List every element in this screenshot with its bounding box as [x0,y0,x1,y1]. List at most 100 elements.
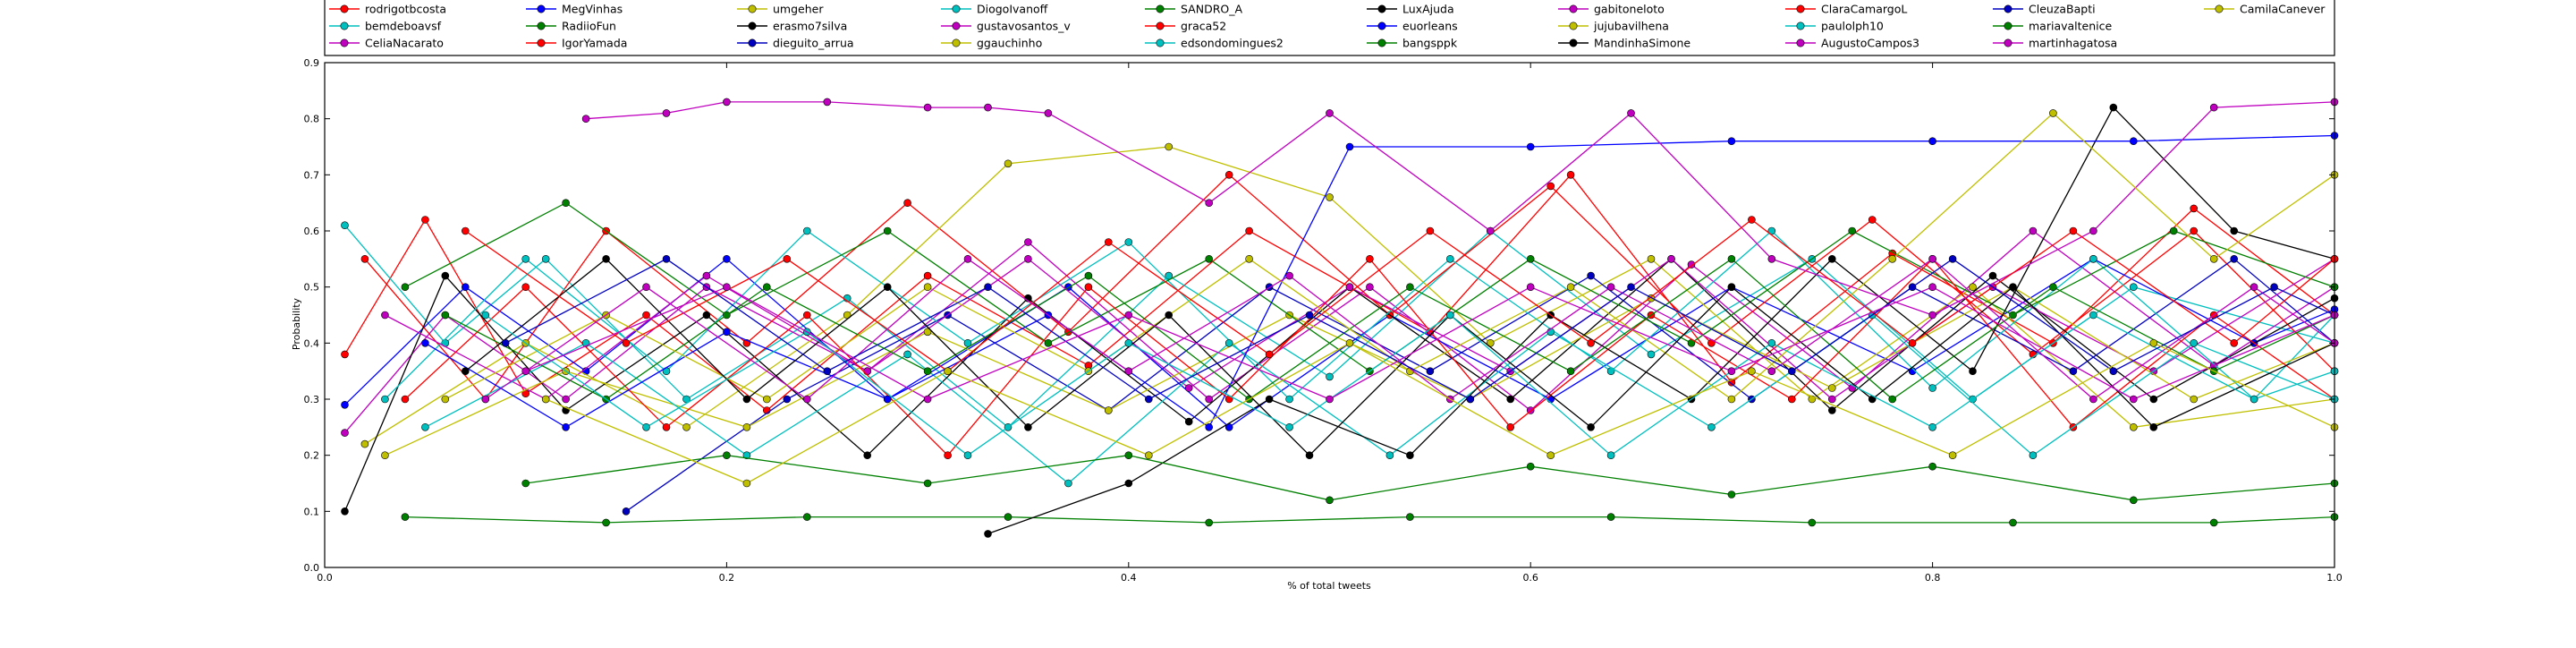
data-point [1084,283,1093,292]
data-point [1566,367,1575,376]
data-point [802,395,811,404]
legend-label: SANDRO_A [1181,3,1242,16]
legend-marker-swatch [2215,4,2224,13]
data-point [401,283,410,292]
data-point [984,103,992,112]
data-point [2089,226,2097,235]
y-tick-label: 0.5 [304,282,320,294]
data-point [1828,254,1836,263]
data-point [1788,367,1796,376]
series-camilacanever [541,338,2339,488]
legend-label: bangsppk [1402,37,1458,50]
series-line [344,230,2335,434]
x-tick-label: 0.2 [719,572,735,584]
data-point [883,226,892,235]
data-point [2169,226,2178,235]
data-point [1748,216,1756,224]
data-point [421,422,429,431]
legend-marker-swatch [2004,21,2012,30]
data-point [1727,395,1736,404]
data-point [802,513,811,521]
data-point [2250,283,2258,292]
legend-marker-swatch [340,21,349,30]
data-point [2190,226,2198,235]
data-point [1004,513,1013,521]
data-point [2089,311,2097,320]
legend-marker-swatch [1156,4,1165,13]
y-tick-label: 0.0 [304,562,320,574]
plot-frame [324,62,2335,568]
legend-marker-swatch [1156,38,1165,47]
data-point [1124,367,1133,376]
data-point [1205,518,1213,527]
data-point [863,451,872,460]
data-point [1466,395,1475,404]
data-point [1285,271,1293,280]
data-point [723,451,731,460]
data-point [1105,406,1113,414]
data-point [341,400,349,409]
data-point [1305,451,1314,460]
data-point [1627,283,1635,292]
legend-entry-celianacarato: CeliaNacarato [329,37,444,50]
data-point [562,395,570,404]
legend-label: martinhagatosa [2029,37,2117,50]
legend-label: rodrigotbcosta [365,3,446,16]
series-line [425,134,2335,429]
data-point [923,367,932,376]
data-point [742,479,751,488]
data-point [1667,254,1675,263]
legend-entry-bemdeboavsf: bemdeboavsf [329,20,442,33]
data-point [863,367,872,376]
legend-label: ClaraCamargoL [1821,3,1907,16]
data-point [1566,283,1575,292]
data-point [1184,384,1193,392]
legend-label: gustavosantos_v [977,20,1071,33]
legend-entry-edsondomingues2: edsondomingues2 [1145,37,1284,50]
legend-marker-swatch [1377,4,1386,13]
data-point [1024,422,1032,431]
data-point [1627,109,1635,117]
y-tick-label: 0.8 [304,114,320,125]
legend-marker-swatch [537,38,546,47]
series-line [525,455,2335,501]
data-point [1707,422,1716,431]
data-point [1305,311,1314,320]
data-point [742,451,751,460]
data-point [1326,109,1334,117]
data-point [1526,462,1535,471]
x-tick-label: 0.0 [317,572,333,584]
legend-marker-swatch [537,4,546,13]
data-point [1788,395,1796,404]
data-point [802,311,811,320]
legend-entry-igoryamada: IgorYamada [526,37,627,50]
data-point [723,283,731,292]
data-point [541,395,550,404]
data-point [2130,496,2138,505]
data-point [341,429,349,437]
data-point [1366,254,1374,263]
data-point [883,283,892,292]
series-euorleans [421,132,2339,431]
data-point [421,216,429,224]
data-point [1888,254,1896,263]
legend-entry-cleuzabapti: CleuzaBapti [1993,3,2096,16]
data-point [1184,417,1193,426]
data-point [1587,422,1595,431]
data-point [521,254,530,263]
data-point [1606,513,1615,521]
data-point [1004,159,1013,168]
data-point [1084,271,1093,280]
legend-entry-augustocampos3: AugustoCampos3 [1785,37,1919,50]
data-point [682,422,691,431]
legend-entry-dieguito-arrua: dieguito_arrua [737,37,854,50]
data-point [421,338,429,347]
data-point [2029,226,2038,235]
data-point [2190,204,2198,213]
data-point [1124,238,1133,246]
data-point [1828,406,1836,414]
legend-entry-rodrigotbcosta: rodrigotbcosta [329,3,446,16]
series-line [586,101,2335,316]
data-point [1969,367,1977,376]
